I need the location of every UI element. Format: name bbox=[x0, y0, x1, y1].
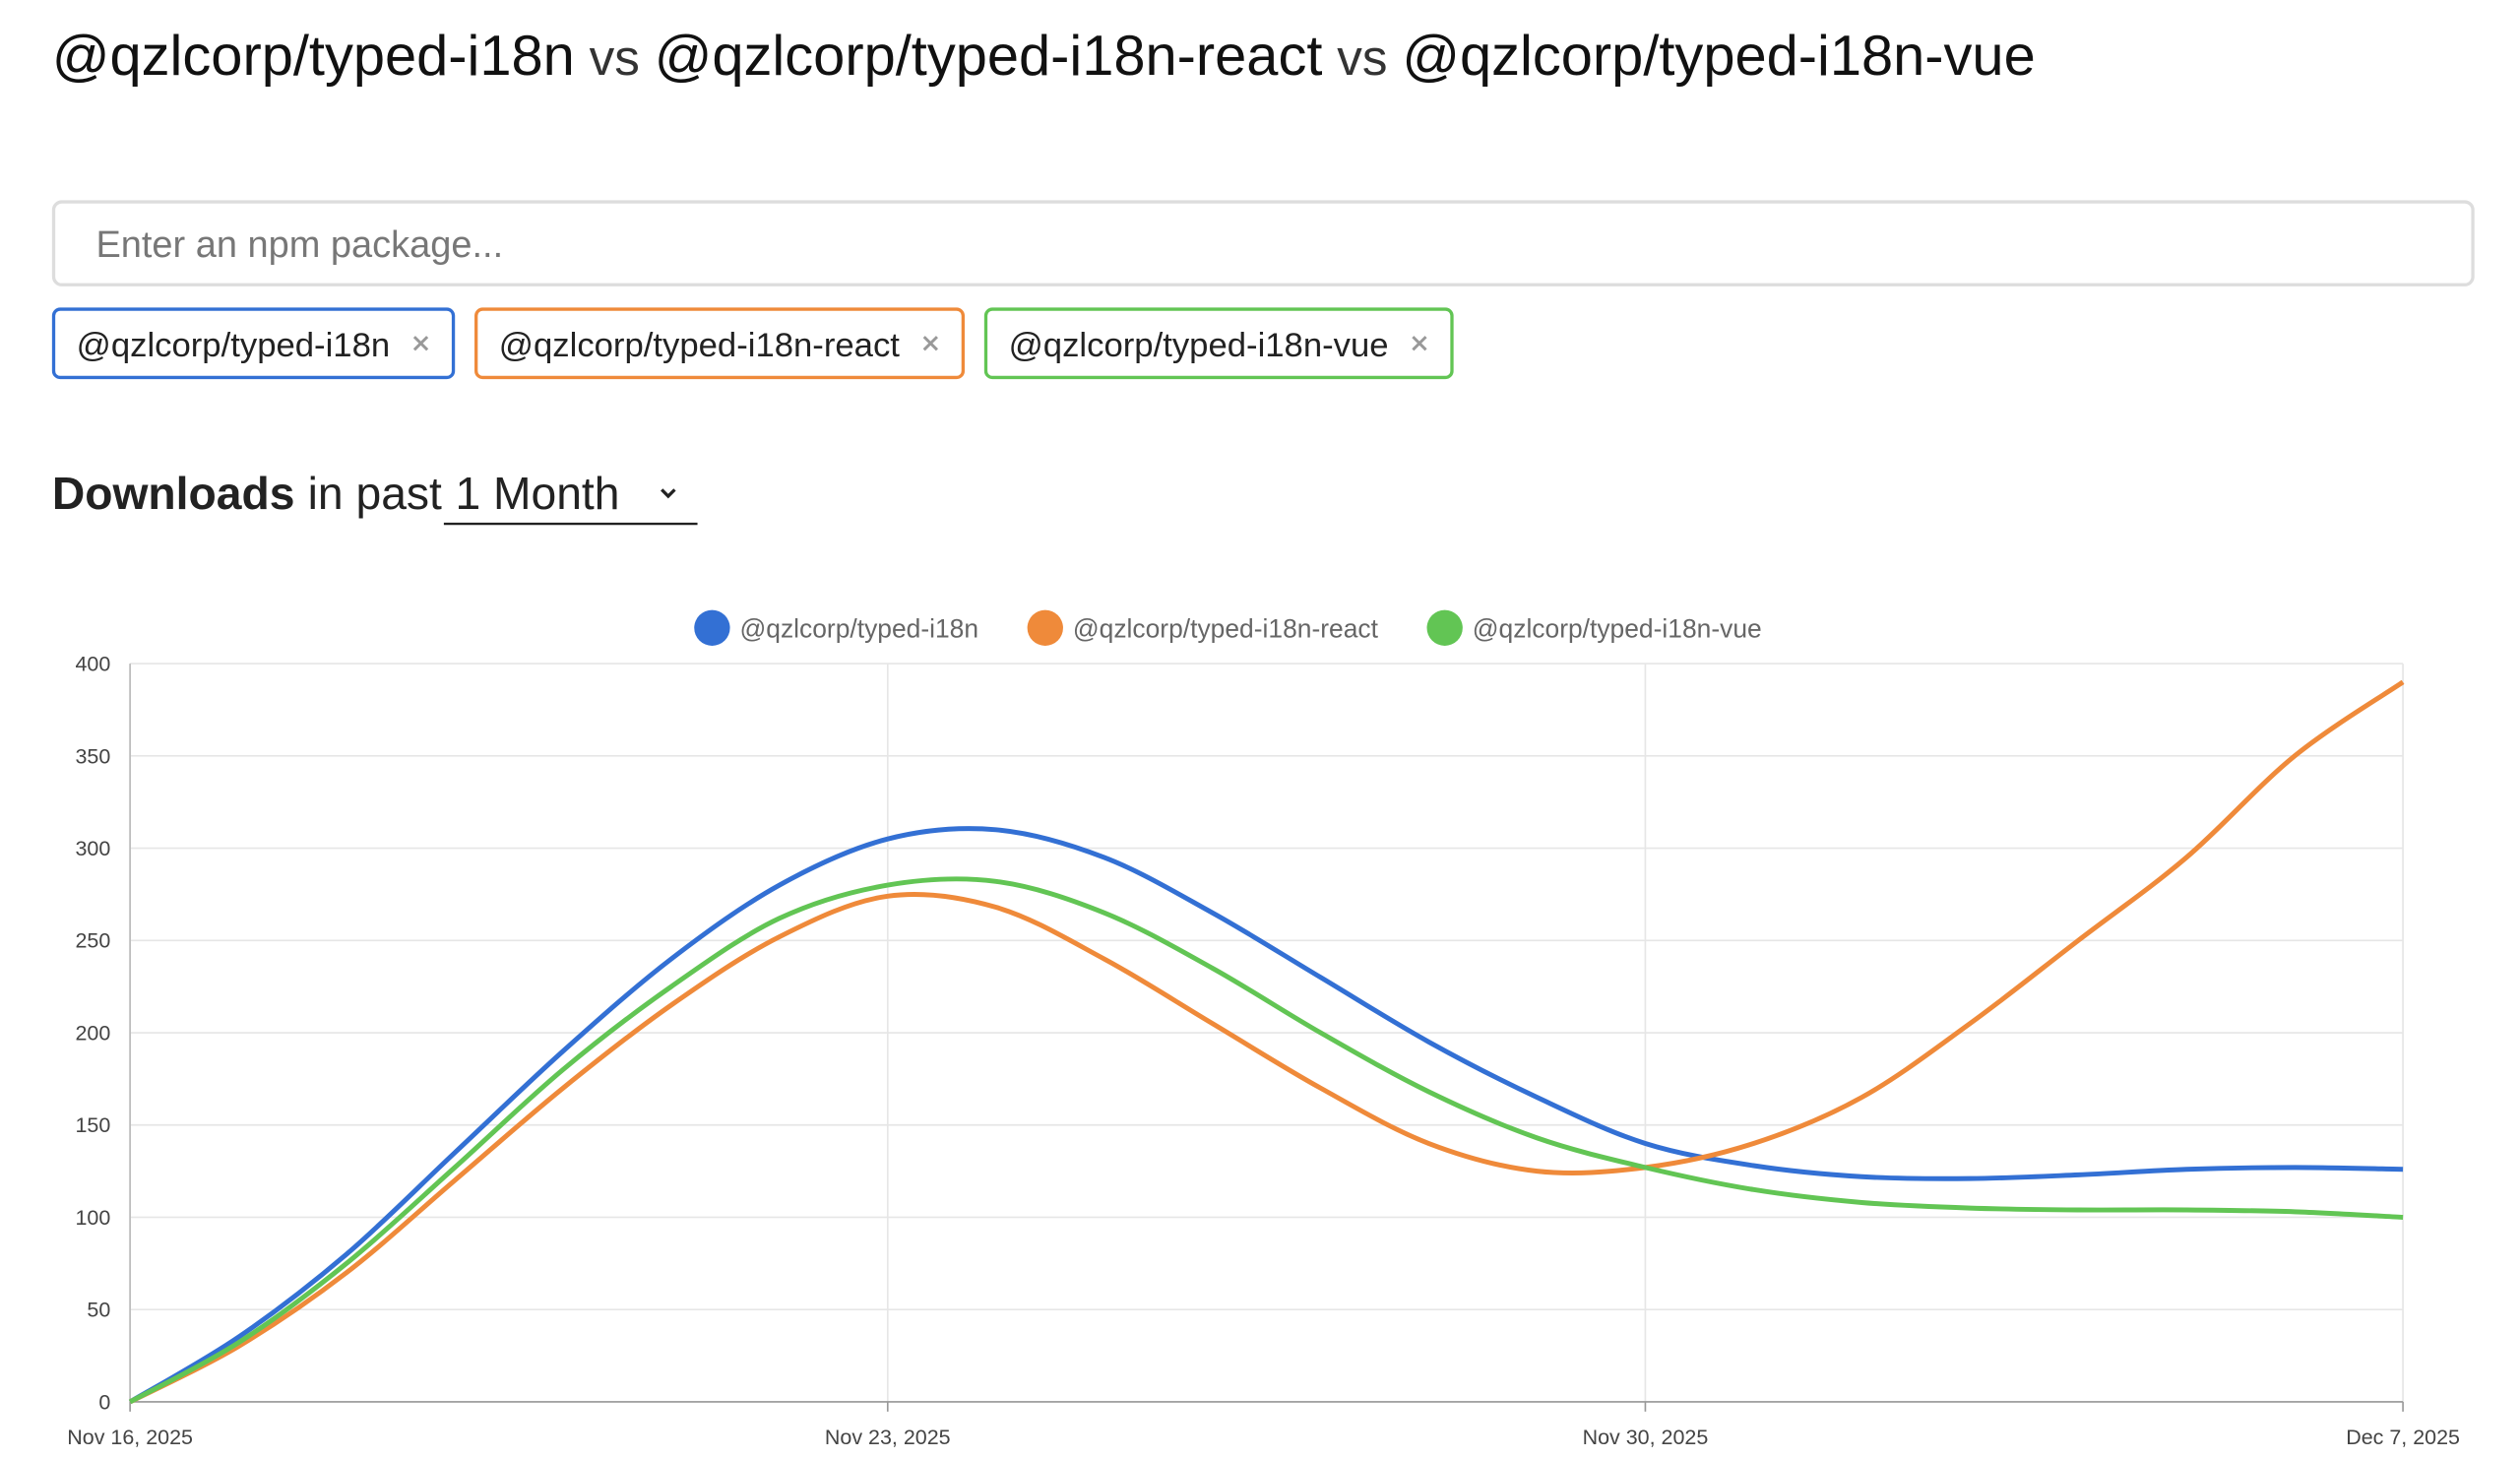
y-tick-label: 400 bbox=[75, 653, 110, 676]
period-select[interactable]: 1 Month bbox=[455, 468, 619, 519]
legend-label: @qzlcorp/typed-i18n-vue bbox=[1473, 614, 1762, 644]
tag-label: @qzlcorp/typed-i18n bbox=[77, 327, 391, 364]
chart: 0 50 100 150 200 250 300 350 400 Nov 16, 2025 Nov … bbox=[67, 609, 2460, 1449]
title-package: @qzlcorp/typed-i18n-react bbox=[655, 25, 1323, 88]
tag-remove[interactable] bbox=[412, 336, 429, 351]
package-tag: @qzlcorp/typed-i18n bbox=[51, 307, 456, 380]
tag-remove[interactable] bbox=[922, 336, 938, 351]
y-tick-label: 50 bbox=[87, 1299, 110, 1322]
x-tick-label: Dec 7, 2025 bbox=[2346, 1426, 2460, 1449]
title-separator: vs bbox=[590, 30, 640, 86]
series-line bbox=[128, 826, 2404, 1405]
y-tick-label: 300 bbox=[75, 837, 110, 860]
series-line bbox=[129, 679, 2405, 1405]
y-tick-label: 150 bbox=[75, 1113, 110, 1137]
tag-list: @qzlcorp/typed-i18n @qzlcorp/typed-i18n-r… bbox=[51, 307, 1454, 380]
legend-swatch bbox=[1426, 609, 1463, 646]
period-line: Downloads in past bbox=[52, 468, 442, 519]
legend-item[interactable]: @qzlcorp/typed-i18n-vue bbox=[1426, 609, 1762, 646]
period-label: Downloads bbox=[52, 468, 295, 519]
package-tag: @qzlcorp/typed-i18n-vue bbox=[983, 307, 1454, 380]
x-tick-label: Nov 23, 2025 bbox=[825, 1426, 951, 1449]
title-package: @qzlcorp/typed-i18n-vue bbox=[1402, 25, 2035, 88]
tag-remove[interactable] bbox=[1412, 336, 1427, 351]
select-chevron bbox=[661, 488, 676, 499]
legend-item[interactable]: @qzlcorp/typed-i18n bbox=[694, 609, 978, 646]
y-tick-label: 0 bbox=[98, 1390, 110, 1414]
legend-label: @qzlcorp/typed-i18n-react bbox=[1073, 614, 1379, 644]
title-package: @qzlcorp/typed-i18n bbox=[52, 25, 575, 88]
tag-box bbox=[51, 307, 456, 380]
tag-label: @qzlcorp/typed-i18n-react bbox=[499, 327, 901, 364]
tag-box bbox=[474, 307, 966, 380]
x-tick-label: Nov 16, 2025 bbox=[67, 1426, 193, 1449]
legend-swatch bbox=[694, 609, 730, 646]
series-line bbox=[128, 876, 2404, 1405]
package-tag: @qzlcorp/typed-i18n-react bbox=[474, 307, 966, 380]
title-separator: vs bbox=[1337, 30, 1387, 86]
y-tick-label: 250 bbox=[75, 929, 110, 953]
legend-swatch bbox=[1027, 609, 1063, 646]
tag-box bbox=[983, 307, 1454, 380]
x-tick-label: Nov 30, 2025 bbox=[1583, 1426, 1709, 1449]
legend-label: @qzlcorp/typed-i18n bbox=[739, 614, 978, 644]
y-tick-label: 100 bbox=[75, 1206, 110, 1230]
search-placeholder: Enter an npm package... bbox=[95, 224, 503, 266]
legend-item[interactable]: @qzlcorp/typed-i18n-react bbox=[1027, 609, 1379, 646]
y-tick-label: 200 bbox=[75, 1021, 110, 1045]
y-tick-label: 350 bbox=[75, 744, 110, 768]
page-title: @qzlcorp/typed-i18n vs @qzlcorp/typed-i18n… bbox=[52, 25, 2036, 88]
search-input[interactable] bbox=[51, 200, 2475, 286]
tag-label: @qzlcorp/typed-i18n-vue bbox=[1009, 327, 1389, 364]
period-connector: in past bbox=[308, 468, 442, 519]
